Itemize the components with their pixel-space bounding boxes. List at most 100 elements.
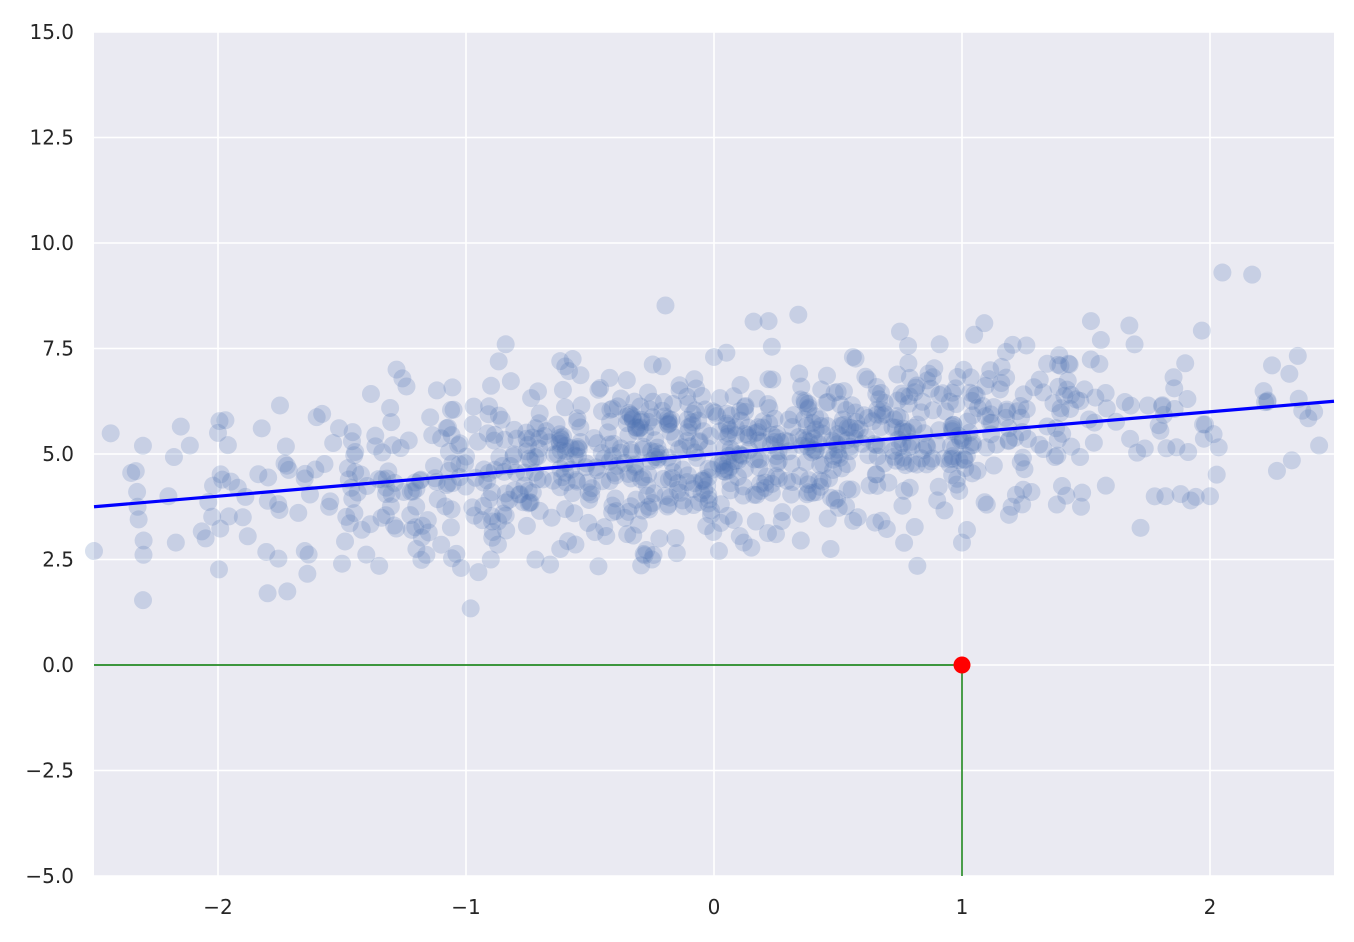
scatter-point (832, 427, 851, 446)
scatter-point (407, 479, 426, 498)
y-tick-labels: −5.0 −2.5 0.0 2.5 5.0 7.5 10.0 12.5 15.0 (25, 20, 74, 888)
scatter-point (617, 407, 636, 426)
scatter-point (751, 481, 770, 500)
scatter-point (249, 465, 268, 484)
scatter-point (623, 410, 642, 429)
scatter-point (640, 500, 659, 519)
scatter-point (853, 434, 872, 453)
scatter-point (606, 466, 625, 485)
scatter-point (551, 459, 570, 478)
scatter-point (1254, 382, 1273, 401)
scatter-point (718, 427, 737, 446)
scatter-point (975, 314, 994, 333)
y-tick-label: 0.0 (42, 653, 74, 677)
scatter-point (918, 371, 937, 390)
scatter-point (689, 433, 708, 452)
scatter-point (579, 513, 598, 532)
scatter-point (967, 386, 986, 405)
scatter-point (627, 421, 646, 440)
scatter-point (1181, 491, 1200, 510)
y-tick-label: −5.0 (25, 864, 74, 888)
scatter-point (891, 322, 909, 341)
scatter-point (600, 471, 619, 490)
scatter-point (526, 419, 545, 438)
scatter-point (921, 379, 940, 398)
scatter-point (1213, 263, 1232, 282)
scatter-point (844, 511, 863, 530)
scatter-point (633, 501, 652, 520)
scatter-point (790, 467, 809, 486)
scatter-point (814, 455, 833, 474)
scatter-point (519, 481, 538, 500)
scatter-point (951, 431, 970, 450)
scatter-point (637, 541, 656, 560)
scatter-point (908, 415, 927, 434)
scatter-point (551, 478, 570, 497)
scatter-point (811, 410, 830, 429)
scatter-point (456, 477, 475, 496)
scatter-point (760, 414, 779, 433)
scatter-point (569, 447, 588, 466)
scatter-point (450, 455, 469, 474)
scatter-point (500, 490, 519, 509)
scatter-point (1090, 354, 1109, 373)
scatter-point (457, 447, 476, 466)
scatter-point (1048, 446, 1067, 465)
scatter-point (1084, 433, 1103, 452)
scatter-point (567, 472, 586, 491)
scatter-point (377, 485, 396, 504)
scatter-point (128, 482, 147, 501)
scatter-point (828, 425, 847, 444)
scatter-point (965, 325, 984, 344)
scatter-point (1073, 483, 1092, 502)
scatter-point (545, 445, 564, 464)
scatter-point (797, 416, 816, 435)
scatter-point (313, 404, 332, 423)
scatter-point (713, 456, 732, 475)
scatter-point (778, 471, 797, 490)
scatter-point (639, 412, 658, 431)
scatter-point (873, 401, 892, 420)
scatter-point (126, 462, 145, 481)
scatter-point (984, 456, 1003, 475)
x-tick-label: −2 (203, 895, 232, 919)
y-tick-label: 7.5 (42, 337, 74, 361)
scatter-point (900, 368, 919, 387)
scatter-point (789, 428, 808, 447)
scatter-point (236, 487, 255, 506)
scatter-point (810, 471, 829, 490)
scatter-point (905, 383, 924, 402)
scatter-point (330, 419, 349, 438)
scatter-point (601, 400, 620, 419)
scatter-point (321, 492, 340, 511)
scatter-point (706, 403, 725, 422)
scatter-point (833, 410, 852, 429)
scatter-point (999, 432, 1018, 451)
scatter-point (917, 435, 936, 454)
scatter-point (442, 500, 461, 519)
scatter-point (724, 387, 743, 406)
scatter-point (496, 493, 515, 512)
scatter-point (406, 518, 425, 537)
scatter-point (722, 406, 741, 425)
scatter-point (779, 442, 798, 461)
scatter-point (1209, 438, 1228, 457)
scatter-point (975, 493, 994, 512)
scatter-point (653, 401, 672, 420)
scatter-point (848, 508, 867, 527)
scatter-point (381, 497, 400, 516)
scatter-point (1011, 408, 1030, 427)
scatter-point (324, 434, 343, 453)
scatter-point (689, 411, 708, 430)
scatter-point (515, 476, 534, 495)
scatter-point (221, 472, 240, 491)
scatter-point (696, 400, 715, 419)
scatter-point (1072, 497, 1091, 516)
scatter-point (483, 528, 502, 547)
scatter-point (515, 463, 534, 482)
scatter-point (552, 430, 571, 449)
scatter-point (517, 516, 536, 535)
scatter-point (507, 463, 526, 482)
scatter-point (383, 436, 402, 455)
scatter-point (608, 397, 627, 416)
